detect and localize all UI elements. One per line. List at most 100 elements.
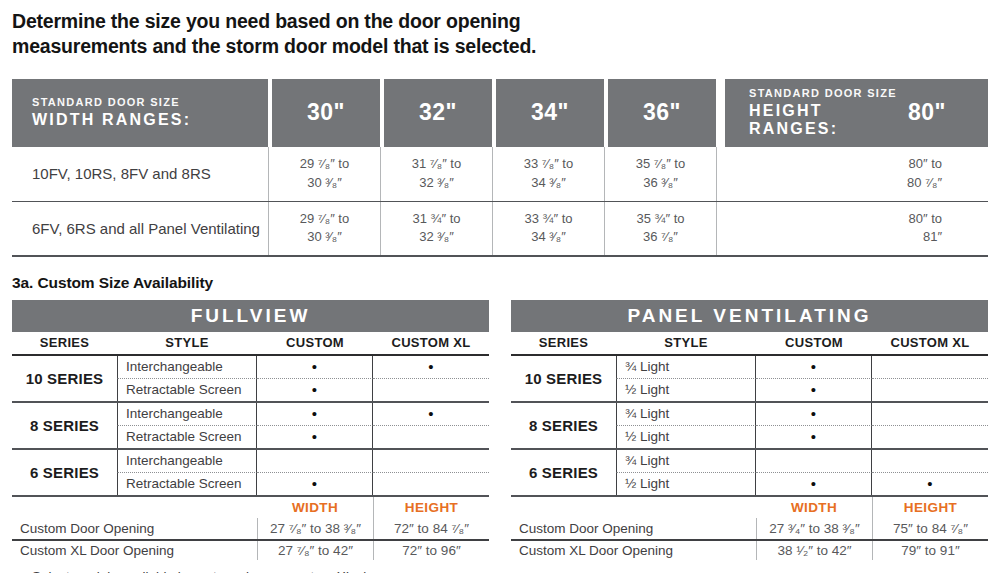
width-range-cell: 33 ¾″ to 34 ³⁄₈″: [492, 202, 604, 255]
width-column-34: 34": [492, 79, 604, 147]
custom-dot-cell: •: [257, 403, 373, 426]
column-header-custom: CUSTOM: [257, 335, 373, 350]
custom-xl-dot-cell: [872, 425, 988, 448]
fullview-column-headers: SERIES STYLE CUSTOM CUSTOM XL: [12, 332, 489, 356]
custom-xl-dot-cell: [872, 378, 988, 401]
footer-spacer: [12, 497, 257, 518]
width-range-cell: 29 ⁷⁄₈″ to 30 ³⁄₈″: [268, 147, 380, 201]
custom-dot-cell: [257, 450, 373, 473]
opening-width-value: 27 ³⁄₄″ to 38 ³⁄₈″: [756, 518, 872, 539]
opening-width-value: 27 ⁷⁄₈″ to 38 ³⁄₈″: [257, 518, 373, 539]
custom-dot-cell: •: [756, 425, 872, 448]
style-cell: ½ Light: [616, 472, 756, 495]
series-label: 6 SERIES: [12, 450, 117, 495]
width-range-cell: 33 ⁷⁄₈″ to 34 ³⁄₈″: [492, 147, 604, 201]
width-range-cell: 35 ⁷⁄₈″ to 36 ³⁄₈″: [604, 147, 716, 201]
custom-dot-cell: •: [257, 378, 373, 401]
column-header-custom-xl: CUSTOM XL: [872, 335, 988, 350]
series-label: 10 SERIES: [12, 356, 117, 401]
custom-xl-dot-cell: [373, 425, 489, 448]
style-cell: Retractable Screen: [117, 472, 257, 495]
series-group: 10 SERIES ¾ Light • ½ Light •: [511, 356, 988, 403]
width-ranges-header: STANDARD DOOR SIZE WIDTH RANGES:: [12, 79, 268, 147]
range-line: 32 ³⁄₈″: [419, 228, 454, 246]
style-cell: ¾ Light: [616, 356, 756, 379]
series-label: 8 SERIES: [12, 403, 117, 448]
series-group: 8 SERIES Interchangeable • • Retractable…: [12, 403, 489, 450]
height-header-label: HEIGHT RANGES:: [749, 102, 908, 138]
custom-dot-cell: •: [756, 472, 872, 495]
custom-xl-dot-cell: [373, 450, 489, 473]
custom-xl-opening-row: Custom XL Door Opening 38 ¹⁄₂″ to 42″ 79…: [511, 539, 988, 560]
custom-dot-cell: •: [756, 378, 872, 401]
column-header-style: STYLE: [117, 335, 257, 350]
custom-xl-dot-cell: •: [373, 356, 489, 379]
height-header-eyebrow: STANDARD DOOR SIZE: [749, 87, 908, 99]
column-header-style: STYLE: [616, 335, 756, 350]
range-line: 80″ to: [908, 155, 942, 173]
range-line: 35 ⁷⁄₈″ to: [636, 155, 685, 173]
range-line: 33 ⁷⁄₈″ to: [524, 155, 573, 173]
series-label: 8 SERIES: [511, 403, 616, 448]
height-range-cell: 80″ to 81″: [716, 202, 988, 255]
range-line: 33 ¾″ to: [525, 210, 573, 228]
range-line: 34 ³⁄₈″: [531, 228, 566, 246]
column-header-series: SERIES: [12, 335, 117, 350]
custom-xl-dot-cell: [373, 472, 489, 495]
height-range-cell: 80″ to 80 ⁷⁄₈″: [716, 147, 988, 201]
range-line: 32 ³⁄₈″: [419, 174, 454, 192]
width-header-eyebrow: STANDARD DOOR SIZE: [32, 96, 191, 108]
custom-xl-dot-cell: [872, 356, 988, 379]
custom-xl-dot-cell: [872, 403, 988, 426]
series-label: 6 SERIES: [511, 450, 616, 495]
style-cell: ¾ Light: [616, 450, 756, 473]
legend-footnote: • = Select models available in custom si…: [12, 569, 988, 573]
footer-spacer: [511, 497, 756, 518]
series-group: 6 SERIES Interchangeable Retractable Scr…: [12, 450, 489, 497]
opening-label: Custom Door Opening: [12, 518, 257, 539]
range-line: 80 ⁷⁄₈″: [907, 174, 942, 192]
width-range-cell: 31 ¾″ to 32 ³⁄₈″: [380, 202, 492, 255]
custom-xl-opening-row: Custom XL Door Opening 27 ⁷⁄₈″ to 42″ 72…: [12, 539, 489, 560]
row-label: 6FV, 6RS and all Panel Ventilating: [12, 202, 268, 255]
opening-height-value: 79″ to 91″: [872, 541, 988, 560]
custom-xl-dot-cell: [373, 378, 489, 401]
panel-ventilating-title-bar: PANEL VENTILATING: [511, 300, 988, 332]
range-line: 36 ³⁄₈″: [643, 174, 678, 192]
style-cell: ½ Light: [616, 425, 756, 448]
range-line: 31 ¾″ to: [413, 210, 461, 228]
column-header-custom-xl: CUSTOM XL: [373, 335, 489, 350]
page-title: Determine the size you need based on the…: [12, 9, 572, 59]
width-range-cell: 31 ⁷⁄₈″ to 32 ³⁄₈″: [380, 147, 492, 201]
height-footer-label: HEIGHT: [373, 497, 489, 518]
table-row: 10FV, 10RS, 8FV and 8RS 29 ⁷⁄₈″ to 30 ³⁄…: [12, 147, 988, 201]
width-range-cell: 29 ⁷⁄₈″ to 30 ³⁄₈″: [268, 202, 380, 255]
style-cell: ½ Light: [616, 378, 756, 401]
range-line: 29 ⁷⁄₈″ to: [300, 210, 349, 228]
custom-dot-cell: •: [257, 425, 373, 448]
range-line: 81″: [923, 228, 942, 246]
width-column-30: 30": [268, 79, 380, 147]
table-row: 6FV, 6RS and all Panel Ventilating 29 ⁷⁄…: [12, 201, 988, 255]
custom-opening-row: Custom Door Opening 27 ⁷⁄₈″ to 38 ³⁄₈″ 7…: [12, 518, 489, 539]
row-label: 10FV, 10RS, 8FV and 8RS: [12, 147, 268, 201]
custom-xl-dot-cell: •: [872, 472, 988, 495]
standard-door-size-table: STANDARD DOOR SIZE WIDTH RANGES: 30" 32"…: [12, 79, 988, 257]
height-column-80: 80": [908, 99, 946, 126]
height-ranges-header: STANDARD DOOR SIZE HEIGHT RANGES: 80": [716, 79, 988, 147]
range-line: 30 ³⁄₈″: [307, 174, 342, 192]
width-footer-label: WIDTH: [756, 497, 872, 518]
opening-label: Custom Door Opening: [511, 518, 756, 539]
series-group: 10 SERIES Interchangeable • • Retractabl…: [12, 356, 489, 403]
width-footer-label: WIDTH: [257, 497, 373, 518]
opening-height-value: 75″ to 84 ⁷⁄₈″: [872, 518, 988, 539]
opening-label: Custom XL Door Opening: [511, 541, 756, 560]
style-cell: ¾ Light: [616, 403, 756, 426]
range-line: 34 ³⁄₈″: [531, 174, 566, 192]
width-column-36: 36": [604, 79, 716, 147]
range-line: 30 ³⁄₈″: [307, 228, 342, 246]
width-column-32: 32": [380, 79, 492, 147]
width-range-cell: 35 ¾″ to 36 ⁷⁄₈″: [604, 202, 716, 255]
custom-xl-dot-cell: •: [373, 403, 489, 426]
opening-label: Custom XL Door Opening: [12, 541, 257, 560]
